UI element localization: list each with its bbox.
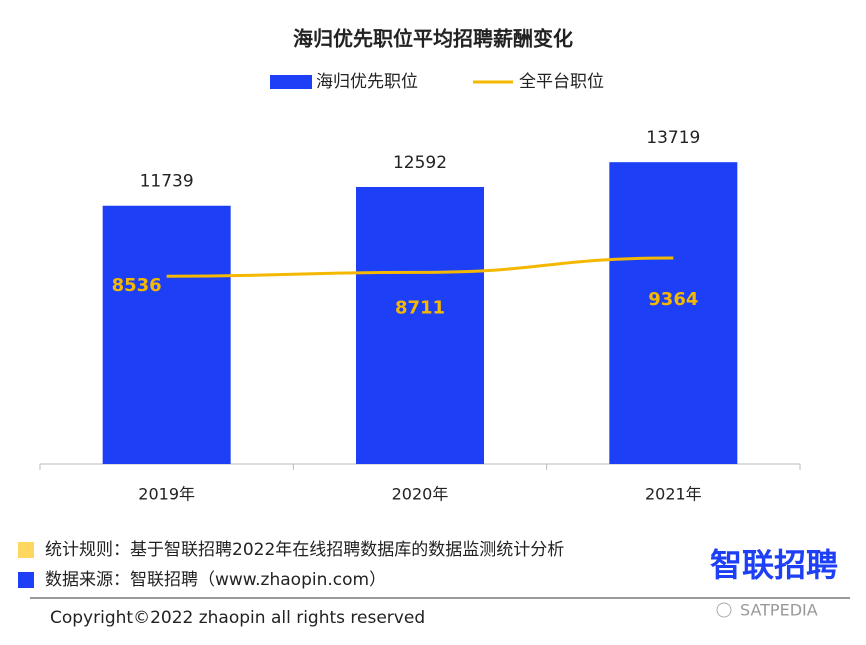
bar xyxy=(356,186,484,464)
x-tick-label: 2021年 xyxy=(645,485,702,504)
legend-label: 海归优先职位 xyxy=(316,72,418,92)
legend-swatch xyxy=(270,75,312,89)
line-value-label: 9364 xyxy=(648,289,698,310)
bar xyxy=(609,162,738,464)
bar-value-label: 13719 xyxy=(646,128,700,148)
note-marker xyxy=(18,572,34,588)
x-tick-label: 2019年 xyxy=(138,485,195,504)
bar-value-label: 12592 xyxy=(393,153,447,173)
bar xyxy=(102,205,231,464)
x-tick-label: 2020年 xyxy=(392,485,449,504)
copyright: Copyright©2022 zhaopin all rights reserv… xyxy=(50,608,425,628)
watermark: SATPEDIA xyxy=(740,601,818,620)
bar-value-label: 11739 xyxy=(140,172,194,192)
line-value-label: 8711 xyxy=(395,297,445,318)
line-value-label: 8536 xyxy=(112,275,162,296)
note-text: 数据来源：智联招聘（www.zhaopin.com） xyxy=(45,570,386,590)
note-text: 统计规则：基于智联招聘2022年在线招聘数据库的数据监测统计分析 xyxy=(45,540,564,560)
note-marker xyxy=(18,542,34,558)
chart-title: 海归优先职位平均招聘薪酬变化 xyxy=(293,27,573,51)
line xyxy=(166,256,674,278)
logo: 智联招聘 xyxy=(710,546,838,584)
watermark-icon xyxy=(716,602,732,618)
legend-label: 全平台职位 xyxy=(519,72,604,92)
